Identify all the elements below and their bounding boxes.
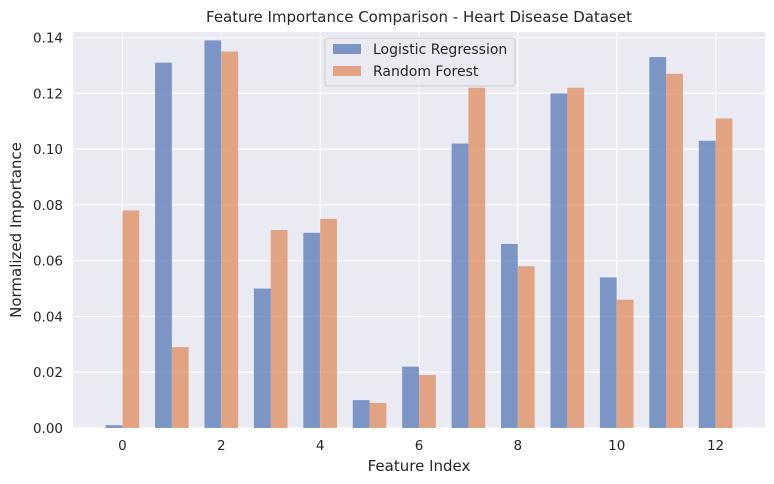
y-tick-label: 0.14 [33,31,63,47]
y-tick-label: 0.00 [33,421,63,437]
bar-logistic-regression-12 [698,140,716,428]
y-tick-label: 0.10 [33,142,63,158]
y-tick-label: 0.06 [33,254,63,270]
bar-random-forest-2 [221,51,239,429]
legend-label-random-forest: Random Forest [373,64,479,80]
bars-group [105,40,733,429]
x-axis-ticks: 0 2 4 6 8 10 12 [118,438,724,454]
y-axis-ticks: 0.00 0.02 0.04 0.06 0.08 0.10 0.12 0.14 [33,31,63,437]
legend-swatch-logistic-regression [333,44,361,54]
legend: Logistic Regression Random Forest [324,37,516,87]
x-tick-label: 6 [415,438,424,454]
x-tick-label: 8 [514,438,523,454]
bar-random-forest-0 [122,210,140,428]
y-tick-label: 0.02 [33,365,63,381]
y-axis-label: Normalized Importance [7,142,25,318]
x-tick-label: 10 [608,438,625,454]
bar-logistic-regression-9 [550,93,568,428]
bar-random-forest-3 [270,230,288,428]
bar-logistic-regression-2 [204,40,222,428]
bar-logistic-regression-0 [105,425,123,428]
x-tick-label: 2 [217,438,226,454]
chart-title: Feature Importance Comparison - Heart Di… [206,8,632,26]
bar-random-forest-9 [567,87,585,428]
bar-random-forest-7 [468,87,486,428]
bar-logistic-regression-1 [155,62,172,428]
bar-random-forest-8 [517,266,535,428]
bar-logistic-regression-11 [649,57,667,428]
bar-random-forest-6 [419,375,436,428]
bar-random-forest-11 [666,73,683,428]
bar-logistic-regression-3 [253,288,271,428]
bar-logistic-regression-5 [352,400,370,428]
bar-random-forest-1 [171,347,189,428]
bar-random-forest-10 [616,299,634,428]
y-tick-label: 0.04 [33,309,63,325]
x-tick-label: 4 [316,438,325,454]
y-tick-label: 0.12 [33,86,63,102]
bar-random-forest-4 [320,218,337,428]
y-tick-label: 0.08 [33,198,63,214]
bar-logistic-regression-6 [402,366,419,428]
bar-logistic-regression-7 [451,143,469,428]
bar-random-forest-12 [715,118,733,428]
bar-logistic-regression-8 [501,243,518,428]
bar-logistic-regression-4 [303,232,321,428]
x-tick-label: 0 [118,438,127,454]
legend-label-logistic-regression: Logistic Regression [373,42,507,58]
bar-random-forest-5 [369,402,387,428]
legend-swatch-random-forest [333,66,361,76]
legend-box [324,37,516,87]
x-tick-label: 12 [707,438,724,454]
bar-logistic-regression-10 [599,277,617,428]
x-axis-label: Feature Index [368,457,471,475]
